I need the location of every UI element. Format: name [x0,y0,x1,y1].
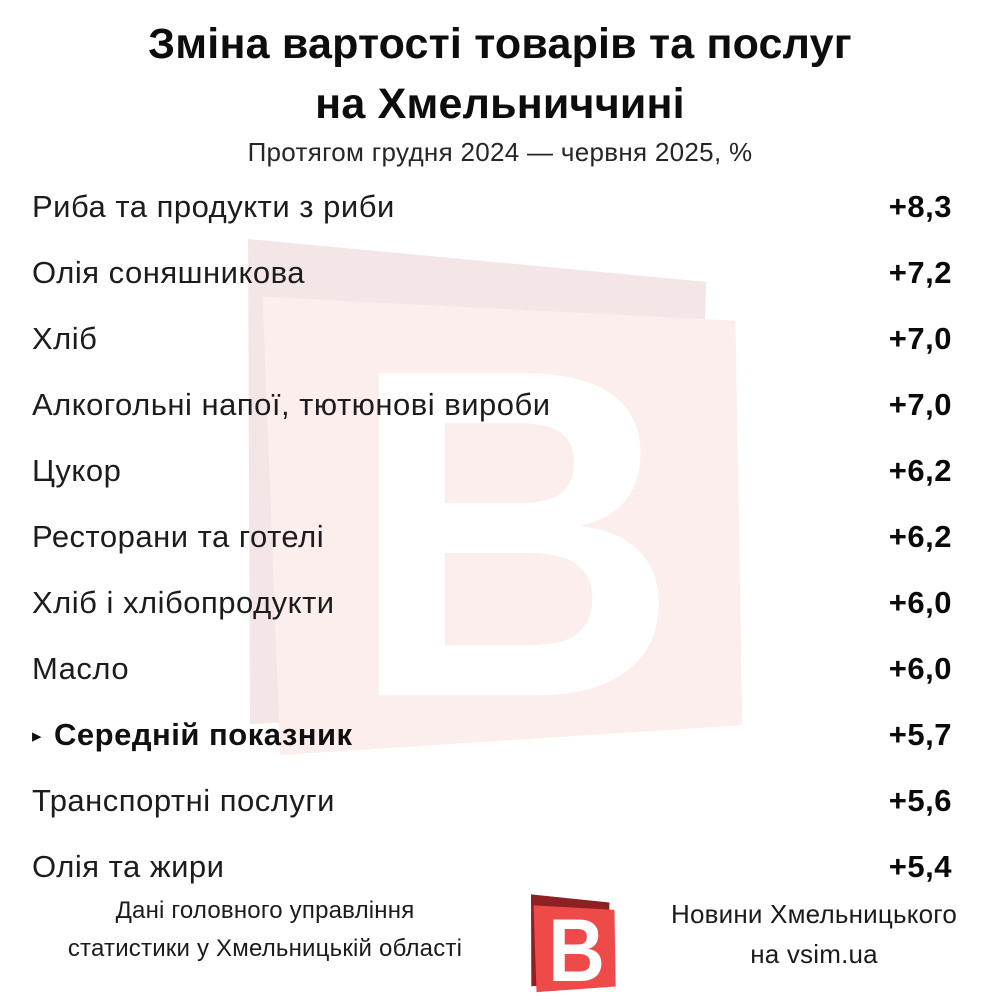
item-label-text: Олія та жири [32,849,225,884]
item-label-text: Хліб [32,321,98,356]
footer: Дані головного управління статистики у Х… [0,886,1000,1000]
page-title-line2: на Хмельниччині [315,80,685,128]
list-item: Масло +6,0 [0,636,1000,702]
item-value: +7,2 [888,255,952,290]
item-label: Хліб і хлібопродукти [32,585,335,621]
data-source-line2: статистики у Хмельницькій області [67,935,463,962]
brand-line2: на vsim.ua [750,939,878,969]
item-value: +6,0 [888,651,952,686]
item-label-text: Олія соняшникова [32,255,305,290]
list-item: Олія та жири +5,4 [0,834,1000,900]
list-item: Хліб +7,0 [0,306,1000,372]
item-label: ▸ Середній показник [32,717,353,753]
list-item: Олія соняшникова +7,2 [0,240,1000,306]
marker-arrow-icon: ▸ [32,726,43,747]
item-label: Олія соняшникова [32,255,305,291]
subtitle: Протягом грудня 2024 — червня 2025, % [247,137,753,167]
brand-line1: Новини Хмельницького [670,899,958,929]
data-source-text: Дані головного управління статистики у Х… [25,892,505,968]
item-value: +6,0 [888,585,952,620]
item-value: +5,6 [888,783,952,818]
list-item: Риба та продукти з риби +8,3 [0,174,1000,240]
item-label: Хліб [32,321,97,357]
vsim-logo-letter: В [548,900,605,994]
item-label: Ресторани та готелі [32,519,324,555]
item-label: Цукор [32,453,121,489]
item-label: Масло [32,651,129,687]
page-title: Зміна вартості товарів та послуг на Хмел… [20,14,980,134]
item-label: Риба та продукти з риби [32,189,395,225]
item-label-text: Транспортні послуги [32,783,335,818]
item-label-text: Хліб і хлібопродукти [32,585,335,620]
list-item-average: ▸ Середній показник +5,7 [0,702,1000,768]
brand-text: Новини Хмельницького на vsim.ua [638,894,990,974]
list-item: Алкогольні напої, тютюнові вироби +7,0 [0,372,1000,438]
item-value: +5,7 [888,717,952,752]
item-value: +6,2 [888,453,952,488]
page-title-line1: Зміна вартості товарів та послуг [148,20,852,68]
item-label-text: Алкогольні напої, тютюнові вироби [32,387,551,422]
item-label: Транспортні послуги [32,783,335,819]
item-label-text: Риба та продукти з риби [32,189,395,224]
header: Зміна вартості товарів та послуг на Хмел… [0,14,1000,168]
item-label-text: Масло [32,651,130,686]
item-value: +8,3 [888,189,952,224]
item-value: +7,0 [888,387,952,422]
list-item: Цукор +6,2 [0,438,1000,504]
item-label: Алкогольні напої, тютюнові вироби [32,387,551,423]
item-value: +5,4 [888,849,952,884]
item-value: +6,2 [888,519,952,554]
vsim-logo-front-sheet [533,905,616,993]
item-label-text: Ресторани та готелі [32,519,325,554]
item-label-text: Цукор [32,453,122,488]
list-item: Хліб і хлібопродукти +6,0 [0,570,1000,636]
list-item: Транспортні послуги +5,6 [0,768,1000,834]
price-change-list: Риба та продукти з риби +8,3 Олія соняшник… [0,174,1000,900]
item-label-text: Середній показник [54,717,353,752]
data-source-line1: Дані головного управління [115,897,415,924]
item-value: +7,0 [888,321,952,356]
vsim-logo: В [531,894,616,994]
list-item: Ресторани та готелі +6,2 [0,504,1000,570]
item-label: Олія та жири [32,849,224,885]
